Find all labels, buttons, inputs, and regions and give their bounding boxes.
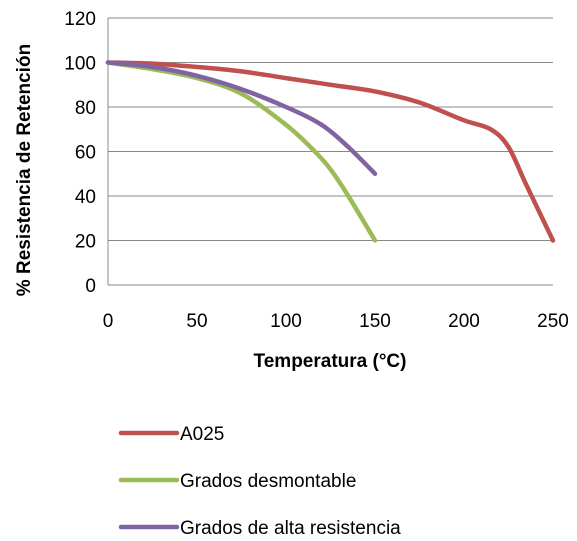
series-lines xyxy=(105,60,556,243)
y-tick-label: 40 xyxy=(75,187,96,208)
series-line-2 xyxy=(105,60,378,243)
x-tick-label: 150 xyxy=(359,311,391,332)
series-line-1 xyxy=(105,60,556,243)
x-tick-label: 200 xyxy=(448,311,480,332)
y-tick-label: 0 xyxy=(85,276,96,297)
y-tick-label: 120 xyxy=(64,9,96,30)
y-tick-label: 80 xyxy=(75,98,96,119)
x-tick-label: 100 xyxy=(270,311,302,332)
x-tick-label: 250 xyxy=(537,311,569,332)
y-axis-tick-labels: 0 20 40 60 80 100 120 xyxy=(64,9,96,297)
legend: A025 Grados desmontable Grados de alta res… xyxy=(118,424,401,539)
grid-lines xyxy=(108,17,553,286)
series-line-3 xyxy=(105,60,378,177)
x-axis-title: Temperatura (°C) xyxy=(254,351,407,372)
x-axis-tick-labels: 0 50 100 150 200 250 xyxy=(103,311,569,332)
legend-label: Grados de alta resistencia xyxy=(180,518,401,539)
y-tick-label: 20 xyxy=(75,232,96,253)
legend-label: A025 xyxy=(180,424,224,445)
y-axis-title: % Resistencia de Retención xyxy=(14,44,35,296)
x-tick-label: 50 xyxy=(186,311,207,332)
y-tick-label: 60 xyxy=(75,143,96,164)
x-tick-label: 0 xyxy=(103,311,114,332)
y-tick-label: 100 xyxy=(64,54,96,75)
legend-label: Grados desmontable xyxy=(180,471,356,492)
